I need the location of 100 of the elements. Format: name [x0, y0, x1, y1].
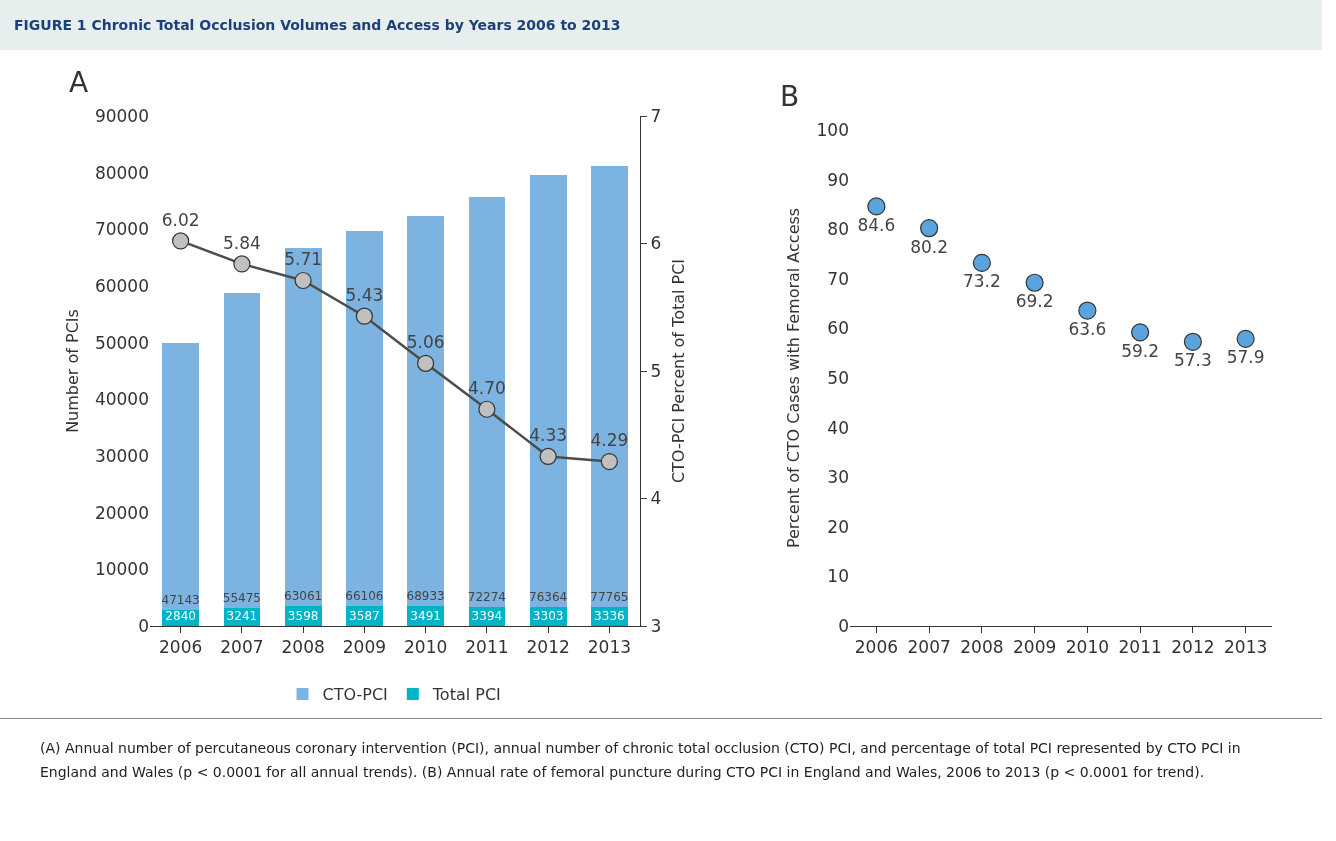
bar — [162, 342, 199, 610]
data-label: 3491 — [410, 609, 441, 623]
bar — [346, 231, 383, 606]
data-label: 57.3 — [1173, 350, 1212, 371]
point — [539, 447, 557, 466]
point — [478, 400, 496, 418]
data-label: 3303 — [532, 609, 564, 623]
x-tick-label: 2009 — [1013, 637, 1057, 658]
point — [355, 307, 373, 325]
data-label: 4.29 — [590, 430, 629, 451]
y-tick-label: 0 — [138, 615, 149, 636]
y-tick-label: 60000 — [94, 275, 149, 296]
y-tick-label: 40000 — [94, 389, 149, 410]
data-label: 2840 — [165, 609, 196, 623]
y-tick-label: 90 — [827, 169, 849, 190]
point — [172, 232, 190, 250]
x-tick-label: 2012 — [526, 637, 570, 658]
text: A — [69, 66, 89, 99]
x-tick-label: 2007 — [907, 637, 951, 658]
y-tick-label: 90000 — [94, 105, 149, 126]
y-tick-label: 50 — [827, 367, 849, 388]
point — [1131, 323, 1150, 342]
data-label: 66106 — [345, 588, 384, 603]
y2-tick-label: 7 — [650, 105, 662, 126]
y-tick-label: 40 — [827, 417, 849, 438]
data-label: 47143 — [161, 592, 200, 607]
data-label: 59.2 — [1121, 340, 1160, 361]
x-tick-label: 2011 — [465, 637, 509, 658]
point — [294, 271, 312, 290]
y-tick-label: 80 — [827, 219, 849, 240]
data-label: 3241 — [226, 609, 258, 623]
data-label: 80.2 — [910, 236, 949, 257]
x-tick-label: 2013 — [587, 637, 632, 658]
x-tick-label: 2012 — [1171, 637, 1215, 658]
y-axis-title: Number of PCIs — [62, 309, 82, 433]
y-tick-label: 20 — [827, 516, 849, 537]
y2-axis-title: CTO-PCI Percent of Total PCI — [668, 258, 688, 484]
bar — [407, 215, 444, 607]
x-tick-label: 2009 — [342, 637, 387, 658]
bar — [223, 293, 261, 608]
y-tick-label: 80000 — [94, 162, 149, 183]
data-label: 63061 — [284, 588, 323, 603]
data-label: 77765 — [590, 590, 629, 605]
data-label: 5.43 — [345, 284, 384, 305]
x-tick-label: 2011 — [1118, 637, 1162, 658]
data-label: 6.02 — [161, 209, 200, 230]
x-tick-label: 2007 — [220, 637, 264, 658]
point — [972, 253, 991, 273]
data-label: 5.84 — [222, 232, 261, 253]
point — [1183, 332, 1202, 351]
data-label: 76364 — [529, 590, 568, 605]
bar — [468, 197, 506, 607]
text: (A) Annual number of percutaneous coronary intervention (PCI), annual number of chronic total occlusion (CTO) PCI, and percentage of total PCI represented by CTO PCI in England and Wales (p < 0.0001 for all annual trends). (B) Annual rate of femoral puncture during CTO PCI in England and Wales, 2006 to 2013 (p < 0.0001 for trend). — [40, 739, 1242, 782]
point — [867, 197, 886, 216]
point — [920, 219, 939, 238]
data-label: 3394 — [471, 609, 503, 623]
bar — [284, 248, 322, 606]
y2-tick-label: 6 — [650, 233, 662, 254]
x-tick-label: 2013 — [1224, 637, 1268, 658]
legend-label: Total PCI — [431, 685, 501, 705]
point — [417, 354, 435, 372]
y-tick-label: 10 — [827, 566, 849, 587]
point — [1078, 301, 1097, 320]
y-tick-label: 70000 — [94, 219, 149, 240]
data-label: 84.6 — [857, 214, 896, 235]
x-tick-label: 2010 — [1065, 637, 1110, 658]
point — [1025, 273, 1044, 292]
data-label: 3587 — [349, 609, 380, 623]
x-tick-label: 2008 — [281, 637, 325, 658]
chart-title: FIGURE 1 Chronic Total Occlusion Volumes and Access by Years 2006 to 2013 — [0, 0, 1322, 50]
data-label: 3336 — [594, 609, 625, 623]
text: B — [780, 80, 800, 113]
y2-tick-label: 4 — [650, 488, 662, 509]
data-label: 4.33 — [529, 425, 568, 446]
data-label: 5.71 — [284, 249, 323, 270]
x-tick-label: 2008 — [960, 637, 1004, 658]
bar — [591, 166, 628, 608]
y-tick-label: 0 — [838, 615, 849, 636]
data-label: 69.2 — [1015, 291, 1054, 312]
y-tick-label: 100 — [816, 119, 849, 140]
y-tick-label: 10000 — [94, 559, 149, 580]
data-label: 68933 — [406, 589, 445, 604]
y-axis-title: Percent of CTO Cases with Femoral Access — [784, 207, 804, 549]
point — [233, 255, 251, 273]
data-label: 63.6 — [1068, 318, 1107, 339]
y-tick-label: 60 — [827, 318, 849, 339]
data-label: 3598 — [287, 609, 319, 623]
y-tick-label: 20000 — [94, 502, 149, 523]
legend-label: CTO-PCI — [322, 685, 388, 705]
x-tick-label: 2006 — [854, 637, 899, 658]
data-label: 73.2 — [962, 271, 1001, 292]
point — [1236, 329, 1255, 348]
bar — [529, 174, 567, 608]
y-tick-label: 30000 — [94, 445, 149, 466]
y-tick-label: 50000 — [94, 332, 149, 353]
y-tick-label: 30 — [827, 467, 849, 488]
y2-tick-label: 5 — [650, 360, 662, 381]
x-tick-label: 2010 — [404, 637, 448, 658]
x-tick-label: 2006 — [159, 637, 203, 658]
point — [600, 452, 618, 471]
